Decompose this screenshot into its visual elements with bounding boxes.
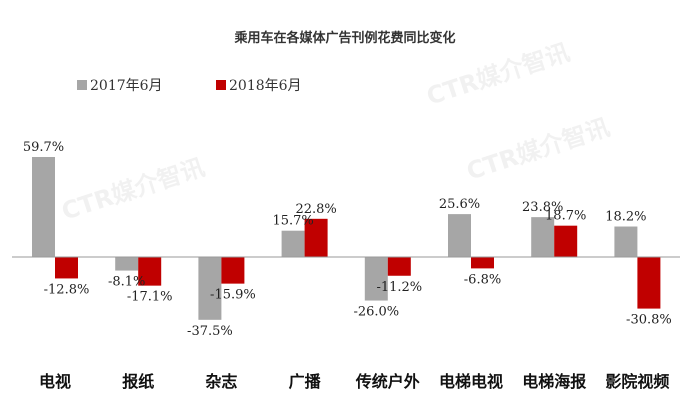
bar-2018-3 <box>304 218 328 257</box>
bar-2018-2 <box>221 257 245 284</box>
category-label: 杂志 <box>205 372 237 391</box>
legend-label-2017: 2017年6月 <box>90 78 163 94</box>
bar-2017-7 <box>614 226 638 257</box>
bar-2018-0 <box>55 257 78 279</box>
data-label: 15.7% <box>272 214 313 229</box>
category-label: 电梯电视 <box>439 372 503 391</box>
bar-2017-6 <box>531 217 555 257</box>
data-label: 18.7% <box>545 209 586 224</box>
category-label: 影院视频 <box>605 372 669 391</box>
data-label: 59.7% <box>23 140 64 155</box>
watermark-text: CTR媒介智讯 <box>463 113 613 186</box>
data-label: -11.2% <box>376 280 422 295</box>
data-label: -17.1% <box>127 290 173 305</box>
data-label: -30.8% <box>626 313 672 328</box>
legend-label-2018: 2018年6月 <box>229 78 302 94</box>
legend: 2017年6月 2018年6月 <box>77 78 302 94</box>
category-label: 广播 <box>289 372 322 391</box>
bar-2017-3 <box>281 230 305 257</box>
category-label: 电视 <box>39 372 71 391</box>
category-label: 报纸 <box>122 372 154 391</box>
category-label: 电梯海报 <box>522 372 586 391</box>
bar-2017-1 <box>115 257 139 271</box>
legend-swatch-2017 <box>77 80 87 90</box>
legend-swatch-2018 <box>216 80 226 90</box>
bar-2018-7 <box>637 257 661 309</box>
data-label: -12.8% <box>44 282 90 297</box>
data-label: -15.9% <box>210 288 256 303</box>
bar-2018-4 <box>387 257 411 276</box>
data-label: 23.8% <box>522 200 563 215</box>
chart-title: 乘用车在各媒体广告刊例花费同比变化 <box>233 30 455 46</box>
data-label: -6.8% <box>464 272 501 287</box>
bar-2017-0 <box>32 157 55 257</box>
watermark-text: CTR媒介智讯 <box>423 38 573 111</box>
watermark-text: CTR媒介智讯 <box>58 153 208 226</box>
data-label: -26.0% <box>353 305 399 320</box>
bar-2018-5 <box>471 257 494 269</box>
data-label: -8.1% <box>108 275 145 290</box>
data-label: 25.6% <box>439 197 480 212</box>
bar-2017-2 <box>198 257 222 320</box>
data-label: 22.8% <box>295 202 336 217</box>
data-label: 18.2% <box>605 210 646 225</box>
bar-2018-1 <box>138 257 162 286</box>
data-label: -37.5% <box>187 324 233 339</box>
bar-2017-5 <box>448 214 471 257</box>
bar-2017-4 <box>364 257 388 301</box>
category-label: 传统户外 <box>355 372 420 391</box>
bar-2018-6 <box>554 225 578 257</box>
